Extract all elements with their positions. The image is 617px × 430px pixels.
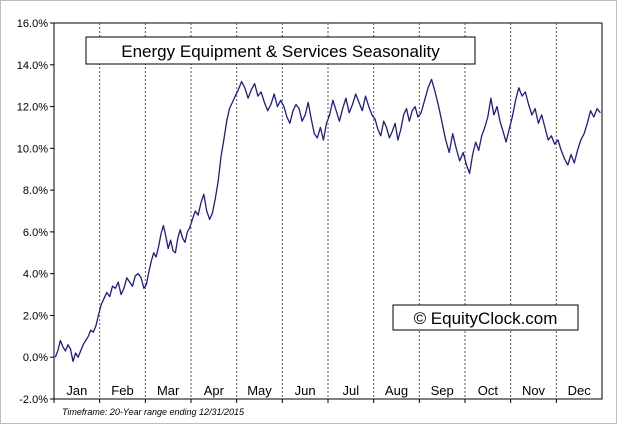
y-tick-label: 4.0% — [23, 269, 48, 281]
watermark-text: © EquityClock.com — [414, 309, 558, 328]
x-tick-label: Jan — [66, 383, 87, 398]
x-tick-label: Dec — [568, 383, 592, 398]
y-tick-label: 0.0% — [23, 352, 48, 364]
y-tick-label: 2.0% — [23, 310, 48, 322]
x-tick-label: Mar — [157, 383, 180, 398]
x-tick-label: Apr — [204, 383, 225, 398]
y-tick-label: 10.0% — [17, 143, 48, 155]
y-tick-label: 6.0% — [23, 227, 48, 239]
grid-layer — [53, 22, 603, 400]
timeframe-footnote: Timeframe: 20-Year range ending 12/31/20… — [62, 407, 245, 417]
y-tick-label: 8.0% — [23, 185, 48, 197]
axis-layer: -2.0% 0.0% 2.0% 4.0% 6.0% 8.0% 10.0% 12.0% 14.0%… — [17, 18, 591, 406]
y-tick-label: 12.0% — [17, 102, 48, 114]
x-tick-label: Sep — [431, 383, 454, 398]
line-layer — [54, 78, 601, 363]
chart-title-box: Energy Equipment & Services Seasonality — [85, 36, 476, 65]
y-tick-label: 14.0% — [17, 60, 48, 72]
x-tick-label: Jun — [295, 383, 316, 398]
chart-title: Energy Equipment & Services Seasonality — [121, 42, 440, 61]
watermark-box: © EquityClock.com — [392, 304, 579, 331]
x-tick-label: May — [247, 383, 272, 398]
x-tick-label: Feb — [111, 383, 133, 398]
y-tick-label: 16.0% — [17, 18, 48, 30]
x-tick-label: Nov — [522, 383, 546, 398]
x-tick-label: Aug — [385, 383, 408, 398]
x-tick-label: Jul — [343, 383, 360, 398]
seasonality-series-line — [54, 78, 601, 363]
x-tick-label: Oct — [478, 383, 499, 398]
y-tick-label: -2.0% — [19, 394, 48, 406]
